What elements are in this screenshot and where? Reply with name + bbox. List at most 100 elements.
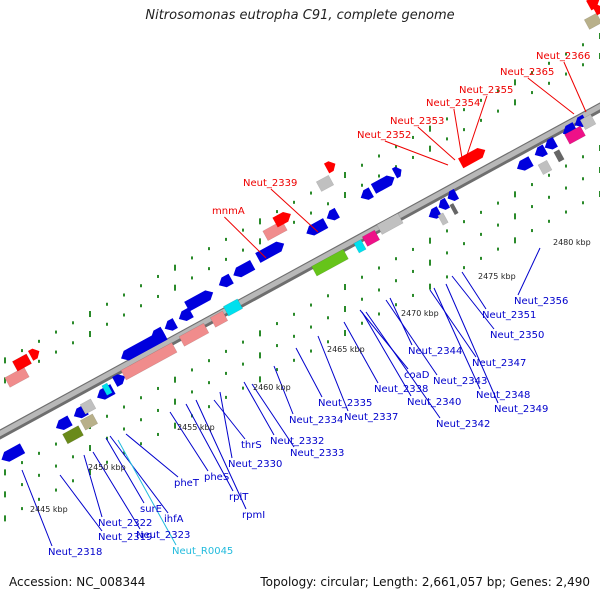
tick-mark [21, 461, 23, 465]
tick-mark [259, 218, 261, 225]
gene-feature [438, 197, 451, 210]
leader-line [109, 435, 169, 514]
tick-mark [55, 330, 57, 334]
gene-feature [218, 273, 234, 288]
tick-mark [38, 473, 40, 477]
tick-mark [259, 238, 261, 245]
leader-line [517, 247, 541, 296]
tick-mark [4, 469, 6, 476]
tick-mark [497, 247, 499, 251]
tick-mark [429, 145, 431, 152]
tick-mark [72, 321, 74, 325]
bottom-label: Neut_2334 [289, 415, 343, 426]
feature-arrow [516, 156, 534, 171]
gene-feature [591, 3, 600, 16]
tick-mark [21, 349, 23, 353]
tick-mark [548, 195, 550, 199]
gene-feature [323, 161, 336, 174]
leader-line [389, 297, 413, 346]
leader-line [273, 365, 294, 415]
gene-feature [553, 149, 565, 163]
tick-mark [429, 283, 431, 290]
tick-mark [327, 294, 329, 298]
map-title: Nitrosomonas eutropha C91, complete geno… [145, 8, 455, 23]
tick-mark [242, 340, 244, 344]
tick-mark [412, 135, 414, 139]
tick-mark [565, 164, 567, 168]
tick-mark [463, 242, 465, 246]
tick-mark [327, 202, 329, 206]
tick-mark [174, 422, 176, 429]
feature-box [12, 353, 32, 372]
tick-mark [531, 71, 533, 75]
tick-mark [276, 368, 278, 372]
gene-feature [534, 144, 548, 157]
leader-line [445, 283, 499, 404]
gene-feature [306, 218, 329, 236]
tick-mark [480, 256, 482, 260]
tick-mark [123, 293, 125, 297]
tick-mark [514, 99, 516, 106]
tick-mark [395, 303, 397, 307]
gene-feature [544, 137, 558, 150]
feature-box [223, 298, 243, 317]
bottom-label: rplT [229, 492, 249, 503]
tick-mark [106, 302, 108, 306]
tick-mark [157, 294, 159, 298]
tick-mark [361, 297, 363, 301]
tick-mark [429, 125, 431, 132]
leader-line [270, 188, 319, 233]
leader-line [465, 95, 488, 159]
bottom-label: Neut_2319 [98, 532, 152, 543]
tick-mark [4, 357, 6, 364]
tick-mark [55, 442, 57, 446]
tick-mark [242, 386, 244, 390]
leader-line [453, 108, 463, 159]
gene-feature [447, 188, 460, 201]
tick-mark [565, 72, 567, 76]
tick-mark [38, 339, 40, 343]
scale-labels: 2445 kbp 2450 kbp 2455 kbp 2460 kbp 2465 kbp… [30, 238, 591, 514]
leader-line [384, 140, 449, 166]
feature-box [553, 149, 565, 163]
tick-mark [361, 321, 363, 325]
feature-arrow [458, 148, 486, 169]
tick-mark [191, 390, 193, 394]
tick-mark [582, 177, 584, 181]
tick-mark [174, 284, 176, 291]
leader-line [461, 271, 487, 310]
bottom-label: pheS [204, 472, 229, 483]
top-label: Neut_2354 [426, 98, 480, 109]
gene-feature [579, 113, 597, 131]
gene-feature [1, 443, 26, 462]
tick-mark [72, 479, 74, 483]
tick-mark [310, 191, 312, 195]
gene-feature [370, 175, 395, 194]
feature-box [101, 382, 113, 396]
tick-mark [582, 63, 584, 67]
tick-mark [242, 362, 244, 366]
top-label: Neut_2366 [536, 51, 590, 62]
gene-feature [537, 159, 553, 175]
tick-mark [208, 247, 210, 251]
tick-mark [242, 248, 244, 252]
tick-mark [480, 118, 482, 122]
leader-line [59, 474, 103, 532]
tick-mark [565, 52, 567, 56]
gene-feature [184, 290, 214, 312]
feature-arrow [306, 218, 329, 236]
leader-line [125, 433, 179, 478]
tick-mark [293, 334, 295, 338]
tick-mark [38, 451, 40, 455]
tick-mark [412, 155, 414, 159]
gene-feature [262, 220, 288, 242]
tick-mark [89, 469, 91, 476]
gene-feature [361, 229, 381, 247]
tick-mark [276, 210, 278, 214]
feature-box [315, 174, 335, 192]
tick-mark [412, 247, 414, 251]
leader-line [117, 439, 177, 546]
tick-mark [225, 237, 227, 241]
tick-mark [191, 276, 193, 280]
leader-line [213, 399, 246, 440]
